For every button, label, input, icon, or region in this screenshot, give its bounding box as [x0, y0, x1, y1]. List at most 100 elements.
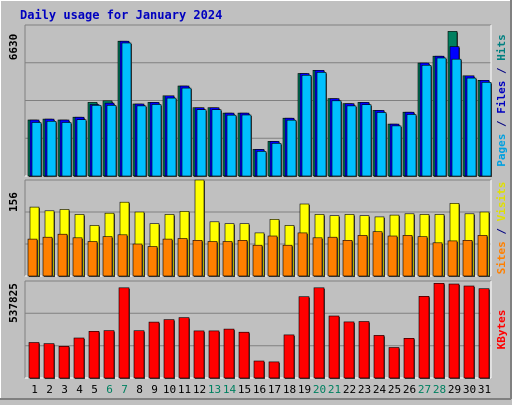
bar-sites-day-23	[357, 235, 368, 277]
x-tick-label-day-28: 28	[433, 383, 446, 396]
bar-pages-day-28	[436, 57, 447, 177]
bar-pages-day-3	[61, 122, 72, 177]
x-tick-label-day-20: 20	[313, 383, 326, 396]
bar-sites-day-4	[72, 237, 83, 277]
bar-kbytes-day-20	[313, 287, 325, 379]
bar-kbytes-day-21	[328, 315, 340, 379]
bar-sites-day-30	[462, 240, 473, 277]
panel-hits-max-label: 6630	[7, 34, 20, 61]
legend-label-part: Files	[495, 81, 508, 114]
x-tick-label-day-4: 4	[76, 383, 83, 396]
x-tick-label-day-11: 11	[178, 383, 191, 396]
bar-sites-day-28	[432, 242, 443, 277]
x-tick-label-day-26: 26	[403, 383, 416, 396]
bar-kbytes-day-29	[448, 283, 460, 379]
bar-sites-day-6	[102, 236, 113, 277]
legend-label-part: Sites	[495, 241, 508, 274]
x-axis-day-labels: 1 2 3 4 5 6 7 8 9 10 11 12 13 14 15 16 17 18 19 20 21 22 23 24 2…	[31, 383, 491, 396]
x-tick-label-day-8: 8	[136, 383, 143, 396]
bar-kbytes-day-12	[193, 330, 205, 379]
bar-sites-day-10	[162, 238, 173, 277]
bar-pages-day-19	[301, 75, 312, 177]
x-tick-label-day-29: 29	[448, 383, 461, 396]
bar-pages-day-30	[466, 77, 477, 177]
bar-kbytes-day-11	[178, 317, 190, 379]
x-tick-label-day-3: 3	[61, 383, 68, 396]
bar-sites-day-29	[447, 240, 458, 277]
bar-sites-day-26	[402, 235, 413, 277]
panel-visits-max-label: 156	[7, 192, 20, 212]
x-tick-label-day-7: 7	[121, 383, 128, 396]
bar-pages-day-29	[451, 58, 462, 177]
bar-kbytes-day-10	[163, 319, 175, 379]
bar-pages-day-16	[256, 151, 267, 177]
bar-kbytes-day-30	[463, 285, 475, 379]
legend-label-part: /	[495, 221, 508, 241]
legend-label-part: Pages	[495, 134, 508, 167]
bar-sites-day-5	[87, 241, 98, 277]
legend-label-part: /	[495, 61, 508, 81]
bar-pages-day-27	[421, 65, 432, 177]
bar-sites-day-25	[387, 235, 398, 277]
bar-pages-day-15	[241, 114, 252, 177]
bar-sites-day-8	[132, 243, 143, 277]
bar-kbytes-day-2	[43, 343, 55, 379]
bar-pages-day-6	[106, 105, 117, 177]
x-tick-label-day-22: 22	[343, 383, 356, 396]
x-tick-label-day-23: 23	[358, 383, 371, 396]
bar-sites-day-19	[297, 232, 308, 277]
bar-sites-day-14	[222, 241, 233, 277]
panel-kbytes-legend-label: KBytes	[495, 310, 508, 350]
bar-kbytes-day-14	[223, 328, 235, 379]
bar-kbytes-day-18	[283, 334, 295, 379]
bar-kbytes-day-16	[253, 360, 265, 379]
x-tick-label-day-13: 13	[208, 383, 221, 396]
x-tick-label-day-24: 24	[373, 383, 387, 396]
panel-hits-legend-label: Pages / Files / Hits	[495, 34, 508, 167]
bar-sites-day-16	[252, 244, 263, 277]
bar-sites-day-18	[282, 244, 293, 277]
x-tick-label-day-16: 16	[253, 383, 266, 396]
bar-sites-day-11	[177, 238, 188, 277]
bar-pages-day-12	[196, 109, 207, 177]
bar-sites-day-1	[27, 238, 38, 277]
bar-pages-day-9	[151, 104, 162, 177]
bar-pages-day-31	[481, 82, 492, 177]
bar-kbytes-day-31	[478, 288, 490, 379]
bar-pages-day-17	[271, 143, 282, 177]
x-tick-label-day-21: 21	[328, 383, 341, 396]
bar-sites-day-15	[237, 240, 248, 277]
bar-pages-day-22	[346, 105, 357, 177]
bar-sites-day-2	[42, 236, 53, 277]
bar-kbytes-day-7	[118, 287, 130, 379]
bar-kbytes-day-19	[298, 296, 310, 379]
x-tick-label-day-27: 27	[418, 383, 431, 396]
x-tick-label-day-9: 9	[151, 383, 158, 396]
bar-pages-day-20	[316, 72, 327, 177]
bar-pages-day-7	[121, 42, 132, 177]
bar-sites-day-3	[57, 233, 68, 277]
bar-kbytes-day-6	[103, 330, 115, 379]
x-tick-label-day-31: 31	[478, 383, 491, 396]
bar-pages-day-26	[406, 114, 417, 177]
chart-panels: 6630 Pages / Files / Hits 156 Sites / Visit…	[7, 24, 508, 380]
bar-kbytes-day-9	[148, 321, 160, 379]
bar-kbytes-day-27	[418, 295, 430, 379]
x-tick-label-day-15: 15	[238, 383, 251, 396]
bar-kbytes-day-25	[388, 347, 400, 379]
bar-pages-day-11	[181, 87, 192, 177]
x-tick-label-day-25: 25	[388, 383, 401, 396]
panel-kbytes-max-label: 537825	[7, 283, 20, 323]
bar-kbytes-day-4	[73, 337, 85, 379]
bar-pages-day-5	[91, 105, 102, 177]
bar-pages-day-23	[361, 104, 372, 177]
x-tick-label-day-12: 12	[193, 383, 206, 396]
bar-pages-day-14	[226, 114, 237, 177]
x-tick-label-day-6: 6	[106, 383, 113, 396]
bar-kbytes-day-26	[403, 337, 415, 379]
legend-label-part: Visits	[495, 182, 508, 222]
x-tick-label-day-14: 14	[223, 383, 237, 396]
bar-pages-day-18	[286, 119, 297, 177]
bar-pages-day-2	[46, 121, 57, 177]
